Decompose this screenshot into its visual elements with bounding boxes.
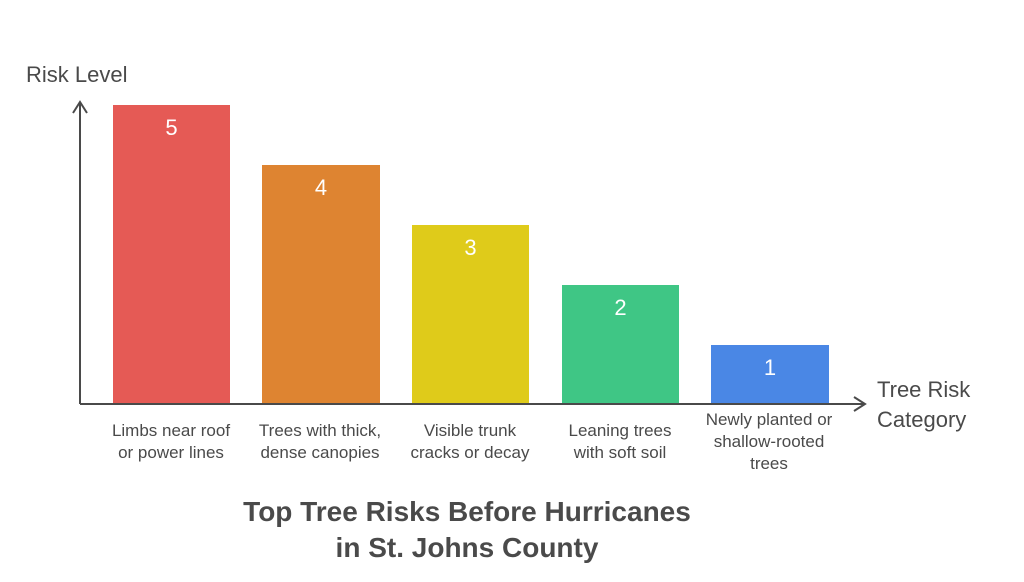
- y-axis-label: Risk Level: [26, 62, 128, 87]
- chart-title-line2: in St. Johns County: [335, 532, 599, 563]
- bar-limbs-near-roof: 5: [113, 105, 230, 403]
- x-axis-label-line1: Tree Risk: [877, 377, 971, 402]
- bar-value: 3: [464, 235, 477, 260]
- category-label-line: Newly planted or: [705, 410, 833, 429]
- chart-title: Top Tree Risks Before Hurricanes in St. …: [0, 494, 934, 566]
- bar-thick-canopies: 4: [262, 165, 380, 403]
- category-label-line: shallow-rooted: [713, 432, 825, 451]
- category-label-line: Leaning trees: [568, 421, 672, 440]
- bar-trunk-cracks: 3: [412, 225, 529, 403]
- bar-value: 4: [314, 175, 328, 200]
- category-label-line: trees: [750, 454, 788, 473]
- bar-value: 2: [614, 295, 627, 320]
- category-label-line: Visible trunk: [423, 421, 517, 440]
- bar-leaning-trees: 2: [562, 285, 679, 403]
- category-label-line: cracks or decay: [410, 443, 530, 462]
- y-axis-arrow-icon: [72, 100, 88, 114]
- bar-newly-planted: 1: [711, 345, 829, 403]
- category-label-leaning: Leaning trees with soft soil: [545, 420, 695, 464]
- category-label-line: with soft soil: [573, 443, 667, 462]
- category-label-line: Limbs near roof: [111, 421, 231, 440]
- bar-value: 5: [165, 115, 178, 140]
- category-label-line: dense canopies: [260, 443, 380, 462]
- chart-title-line1: Top Tree Risks Before Hurricanes: [243, 496, 691, 527]
- x-axis-label-line2: Category: [877, 407, 967, 432]
- category-label-limbs: Limbs near roof or power lines: [96, 420, 246, 464]
- category-label-canopies: Trees with thick, dense canopies: [245, 420, 395, 464]
- category-label-newly-planted: Newly planted or shallow-rooted trees: [694, 409, 844, 475]
- category-label-line: Trees with thick,: [258, 421, 382, 440]
- bar-value: 1: [763, 355, 777, 380]
- x-axis-arrow-icon: [853, 396, 867, 412]
- category-label-trunk: Visible trunk cracks or decay: [395, 420, 545, 464]
- category-label-line: or power lines: [118, 443, 224, 462]
